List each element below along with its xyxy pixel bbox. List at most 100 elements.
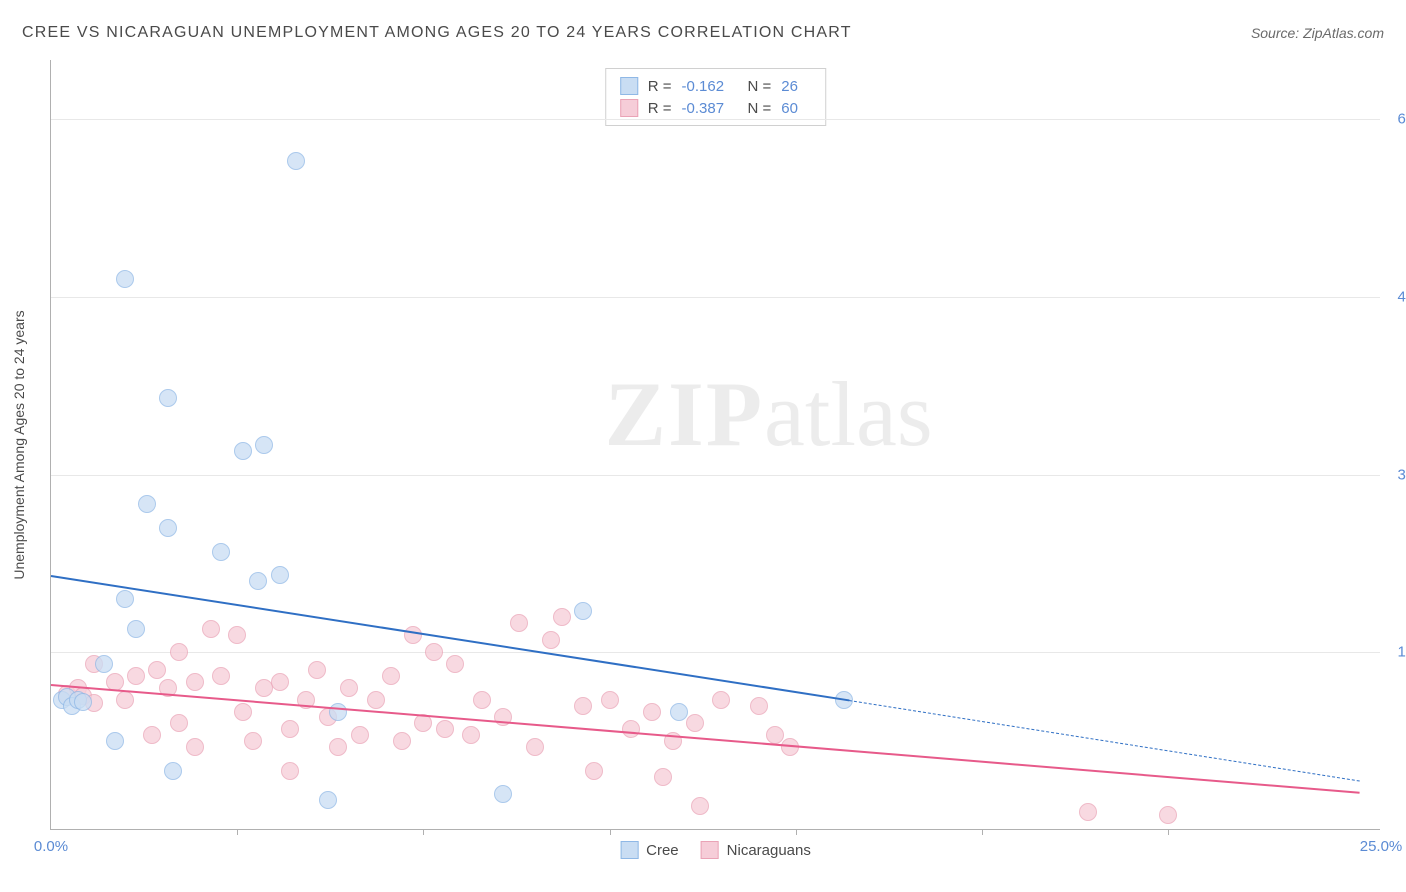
chart-title: CREE VS NICARAGUAN UNEMPLOYMENT AMONG AG… — [22, 24, 852, 42]
data-point-nicaraguans — [382, 667, 400, 685]
title-bar: CREE VS NICARAGUAN UNEMPLOYMENT AMONG AG… — [22, 24, 1384, 42]
data-point-cree — [287, 152, 305, 170]
data-point-nicaraguans — [425, 643, 443, 661]
legend-label: Nicaraguans — [727, 842, 811, 859]
data-point-nicaraguans — [186, 738, 204, 756]
data-point-cree — [116, 270, 134, 288]
data-point-nicaraguans — [526, 738, 544, 756]
data-point-nicaraguans — [186, 673, 204, 691]
gridline-h — [51, 297, 1380, 298]
n-value: 60 — [781, 100, 811, 117]
data-point-nicaraguans — [351, 726, 369, 744]
legend-swatch — [620, 77, 638, 95]
data-point-nicaraguans — [308, 661, 326, 679]
data-point-nicaraguans — [601, 691, 619, 709]
correlation-stats-box: R =-0.162N =26R =-0.387N =60 — [605, 68, 827, 126]
data-point-cree — [164, 762, 182, 780]
x-tick-mark — [610, 829, 611, 835]
trend-line — [849, 700, 1360, 782]
data-point-nicaraguans — [329, 738, 347, 756]
data-point-nicaraguans — [393, 732, 411, 750]
r-label: R = — [648, 78, 672, 95]
y-axis-label: Unemployment Among Ages 20 to 24 years — [11, 310, 27, 579]
data-point-nicaraguans — [585, 762, 603, 780]
stats-row-cree: R =-0.162N =26 — [620, 75, 812, 97]
data-point-cree — [249, 572, 267, 590]
watermark: ZIPatlas — [605, 361, 933, 467]
data-point-nicaraguans — [170, 714, 188, 732]
data-point-nicaraguans — [686, 714, 704, 732]
data-point-cree — [138, 495, 156, 513]
r-value: -0.162 — [682, 78, 738, 95]
legend: Cree Nicaraguans — [620, 841, 811, 859]
data-point-nicaraguans — [170, 643, 188, 661]
x-tick-mark — [237, 829, 238, 835]
data-point-nicaraguans — [281, 762, 299, 780]
data-point-cree — [106, 732, 124, 750]
data-point-cree — [494, 785, 512, 803]
data-point-nicaraguans — [271, 673, 289, 691]
data-point-nicaraguans — [622, 720, 640, 738]
data-point-cree — [574, 602, 592, 620]
x-tick-mark — [796, 829, 797, 835]
gridline-h — [51, 475, 1380, 476]
x-tick-mark — [1168, 829, 1169, 835]
data-point-nicaraguans — [712, 691, 730, 709]
data-point-cree — [116, 590, 134, 608]
n-value: 26 — [781, 78, 811, 95]
data-point-nicaraguans — [766, 726, 784, 744]
data-point-nicaraguans — [244, 732, 262, 750]
y-tick-label: 60.0% — [1385, 111, 1406, 128]
data-point-nicaraguans — [691, 797, 709, 815]
data-point-nicaraguans — [281, 720, 299, 738]
data-point-nicaraguans — [473, 691, 491, 709]
gridline-h — [51, 119, 1380, 120]
data-point-nicaraguans — [750, 697, 768, 715]
data-point-nicaraguans — [643, 703, 661, 721]
data-point-nicaraguans — [1079, 803, 1097, 821]
data-point-nicaraguans — [367, 691, 385, 709]
data-point-nicaraguans — [340, 679, 358, 697]
data-point-nicaraguans — [148, 661, 166, 679]
data-point-cree — [255, 436, 273, 454]
data-point-cree — [329, 703, 347, 721]
data-point-cree — [271, 566, 289, 584]
data-point-nicaraguans — [228, 626, 246, 644]
source-label: Source: ZipAtlas.com — [1251, 25, 1384, 41]
data-point-cree — [74, 693, 92, 711]
n-label: N = — [748, 100, 772, 117]
data-point-nicaraguans — [1159, 806, 1177, 824]
y-tick-label: 30.0% — [1385, 466, 1406, 483]
data-point-nicaraguans — [212, 667, 230, 685]
legend-swatch — [701, 841, 719, 859]
legend-swatch — [620, 99, 638, 117]
data-point-nicaraguans — [436, 720, 454, 738]
data-point-nicaraguans — [553, 608, 571, 626]
legend-label: Cree — [646, 842, 679, 859]
data-point-cree — [319, 791, 337, 809]
gridline-h — [51, 652, 1380, 653]
data-point-nicaraguans — [127, 667, 145, 685]
data-point-nicaraguans — [462, 726, 480, 744]
x-tick-mark — [423, 829, 424, 835]
data-point-cree — [670, 703, 688, 721]
data-point-nicaraguans — [510, 614, 528, 632]
data-point-nicaraguans — [202, 620, 220, 638]
y-tick-label: 15.0% — [1385, 644, 1406, 661]
scatter-plot: Unemployment Among Ages 20 to 24 years Z… — [50, 60, 1380, 830]
data-point-nicaraguans — [654, 768, 672, 786]
x-tick-label: 0.0% — [34, 838, 68, 855]
data-point-cree — [127, 620, 145, 638]
data-point-nicaraguans — [446, 655, 464, 673]
data-point-cree — [212, 543, 230, 561]
x-tick-label: 25.0% — [1360, 838, 1403, 855]
r-value: -0.387 — [682, 100, 738, 117]
r-label: R = — [648, 100, 672, 117]
data-point-nicaraguans — [542, 631, 560, 649]
watermark-bold: ZIP — [605, 363, 764, 465]
legend-swatch — [620, 841, 638, 859]
data-point-cree — [95, 655, 113, 673]
data-point-nicaraguans — [143, 726, 161, 744]
legend-item-cree: Cree — [620, 841, 679, 859]
watermark-rest: atlas — [764, 363, 933, 465]
